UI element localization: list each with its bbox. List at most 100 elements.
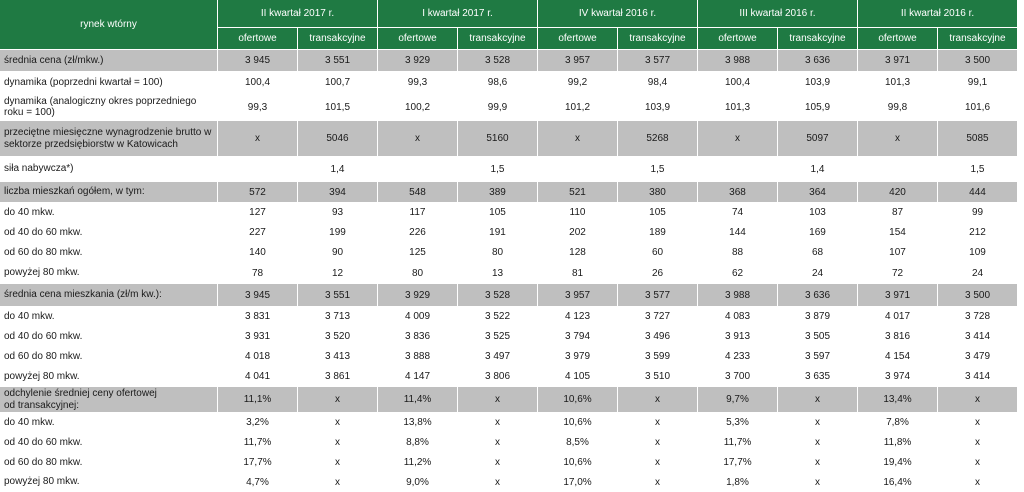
value-ofertowe: 3 971 xyxy=(858,50,938,72)
value-ofertowe: 87 xyxy=(858,203,938,223)
value-ofertowe: 4 147 xyxy=(378,367,458,387)
row-label: od 40 do 60 mkw. xyxy=(0,327,218,347)
value-transakcyjne: x xyxy=(458,453,538,473)
value-ofertowe: 226 xyxy=(378,223,458,243)
corner-header: rynek wtórny xyxy=(0,0,218,50)
table-row: przeciętne miesięczne wynagrodzenie brut… xyxy=(0,121,1018,157)
value-transakcyjne: 90 xyxy=(298,243,378,263)
row-label: powyżej 80 mkw. xyxy=(0,367,218,387)
row-label: od 60 do 80 mkw. xyxy=(0,347,218,367)
value-ofertowe: 4 083 xyxy=(698,307,778,327)
value-ofertowe: 3 929 xyxy=(378,50,458,72)
value-ofertowe: 3 836 xyxy=(378,327,458,347)
value-ofertowe: 9,7% xyxy=(698,387,778,413)
value-ofertowe: 4 105 xyxy=(538,367,618,387)
value-ofertowe: 521 xyxy=(538,182,618,203)
row-label: do 40 mkw. xyxy=(0,307,218,327)
value-ofertowe: 110 xyxy=(538,203,618,223)
value-ofertowe: x xyxy=(858,121,938,157)
table-row: od 60 do 80 mkw. 140 90 125 80 128 60 88 68 107 10… xyxy=(0,243,1018,263)
value-ofertowe: 4 018 xyxy=(218,347,298,367)
table-row: dynamika (poprzedni kwartał = 100) 100,4 1… xyxy=(0,72,1018,94)
value-transakcyjne: x xyxy=(458,433,538,453)
period-header: II kwartał 2017 r. xyxy=(218,0,378,28)
value-ofertowe: 4 009 xyxy=(378,307,458,327)
value-ofertowe: 3 988 xyxy=(698,50,778,72)
value-ofertowe xyxy=(858,157,938,182)
value-transakcyjne: 3 510 xyxy=(618,367,698,387)
value-transakcyjne: 105,9 xyxy=(778,94,858,121)
value-ofertowe: 72 xyxy=(858,263,938,284)
value-transakcyjne: x xyxy=(778,473,858,492)
period-header: II kwartał 2016 r. xyxy=(858,0,1018,28)
value-transakcyjne: 3 597 xyxy=(778,347,858,367)
value-ofertowe: 1,8% xyxy=(698,473,778,492)
value-transakcyjne: 3 577 xyxy=(618,284,698,307)
value-ofertowe: 4 123 xyxy=(538,307,618,327)
value-transakcyjne: 189 xyxy=(618,223,698,243)
value-transakcyjne: 169 xyxy=(778,223,858,243)
value-ofertowe: 11,8% xyxy=(858,433,938,453)
value-transakcyjne: 3 727 xyxy=(618,307,698,327)
value-ofertowe: 3 816 xyxy=(858,327,938,347)
value-transakcyjne: 1,5 xyxy=(618,157,698,182)
subcolumn-header-transakcyjne: transakcyjne xyxy=(298,28,378,50)
subcolumn-header-transakcyjne: transakcyjne xyxy=(458,28,538,50)
value-transakcyjne: 3 551 xyxy=(298,50,378,72)
value-transakcyjne: 1,4 xyxy=(298,157,378,182)
value-transakcyjne: 394 xyxy=(298,182,378,203)
value-transakcyjne: x xyxy=(938,433,1018,453)
value-ofertowe: 4 154 xyxy=(858,347,938,367)
value-transakcyjne: 103,9 xyxy=(618,94,698,121)
value-ofertowe xyxy=(538,157,618,182)
value-ofertowe: 3 945 xyxy=(218,50,298,72)
table-row: do 40 mkw. 3 831 3 713 4 009 3 522 4 123 3 727… xyxy=(0,307,1018,327)
value-transakcyjne: x xyxy=(778,413,858,433)
value-transakcyjne: 3 577 xyxy=(618,50,698,72)
value-ofertowe: 88 xyxy=(698,243,778,263)
value-transakcyjne: 191 xyxy=(458,223,538,243)
table-row: od 40 do 60 mkw. 11,7% x 8,8% x 8,5% x 11,7% x 11… xyxy=(0,433,1018,453)
value-transakcyjne: 80 xyxy=(458,243,538,263)
value-ofertowe: 368 xyxy=(698,182,778,203)
value-ofertowe: 3 957 xyxy=(538,284,618,307)
value-transakcyjne: 68 xyxy=(778,243,858,263)
value-ofertowe: x xyxy=(698,121,778,157)
value-ofertowe: 7,8% xyxy=(858,413,938,433)
value-ofertowe: 5,3% xyxy=(698,413,778,433)
value-transakcyjne: 3 599 xyxy=(618,347,698,367)
value-ofertowe: 13,8% xyxy=(378,413,458,433)
value-transakcyjne: x xyxy=(298,413,378,433)
value-transakcyjne: 3 879 xyxy=(778,307,858,327)
value-ofertowe: 11,2% xyxy=(378,453,458,473)
value-ofertowe: 11,1% xyxy=(218,387,298,413)
value-transakcyjne: 101,6 xyxy=(938,94,1018,121)
value-ofertowe: 101,3 xyxy=(698,94,778,121)
value-transakcyjne: 93 xyxy=(298,203,378,223)
table-row: siła nabywcza*) 1,4 1,5 1,5 1,4 1,5 xyxy=(0,157,1018,182)
value-ofertowe: 548 xyxy=(378,182,458,203)
value-ofertowe: x xyxy=(538,121,618,157)
value-ofertowe: 3 945 xyxy=(218,284,298,307)
value-transakcyjne: 389 xyxy=(458,182,538,203)
value-ofertowe xyxy=(218,157,298,182)
value-ofertowe: 17,0% xyxy=(538,473,618,492)
value-transakcyjne: 3 413 xyxy=(298,347,378,367)
value-transakcyjne: 5085 xyxy=(938,121,1018,157)
value-ofertowe: 3 974 xyxy=(858,367,938,387)
value-ofertowe: 125 xyxy=(378,243,458,263)
period-header: IV kwartał 2016 r. xyxy=(538,0,698,28)
table-row: odchylenie średniej ceny ofertowej od tr… xyxy=(0,387,1018,413)
value-transakcyjne: x xyxy=(298,453,378,473)
row-label: siła nabywcza*) xyxy=(0,157,218,182)
table-row: powyżej 80 mkw. 78 12 80 13 81 26 62 24 72 24 xyxy=(0,263,1018,284)
value-transakcyjne: 12 xyxy=(298,263,378,284)
value-ofertowe: 3,2% xyxy=(218,413,298,433)
value-transakcyjne: 3 806 xyxy=(458,367,538,387)
value-transakcyjne: 3 636 xyxy=(778,50,858,72)
value-transakcyjne: x xyxy=(458,473,538,492)
value-ofertowe: 128 xyxy=(538,243,618,263)
table-row: powyżej 80 mkw. 4,7% x 9,0% x 17,0% x 1,8% x 16,4… xyxy=(0,473,1018,492)
value-ofertowe: 420 xyxy=(858,182,938,203)
